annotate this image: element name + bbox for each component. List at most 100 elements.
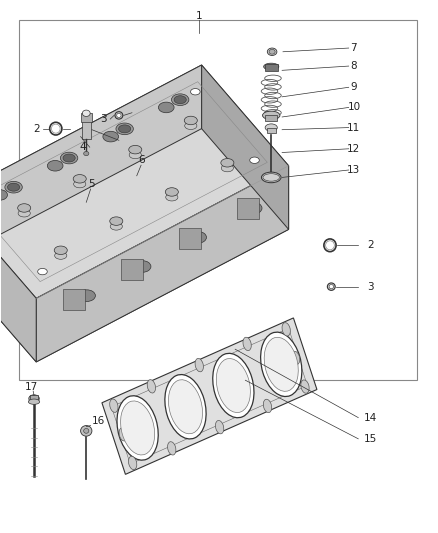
Text: 2: 2 [367,240,374,251]
Ellipse shape [60,152,78,164]
Ellipse shape [81,425,92,436]
Ellipse shape [28,399,40,405]
Ellipse shape [120,401,155,455]
Ellipse shape [244,203,262,214]
Ellipse shape [119,125,131,133]
Ellipse shape [82,110,90,116]
Ellipse shape [215,421,224,434]
Ellipse shape [165,375,206,439]
Ellipse shape [84,429,89,433]
Ellipse shape [18,204,31,212]
Ellipse shape [185,122,197,130]
Ellipse shape [18,209,30,217]
Ellipse shape [189,231,206,243]
Ellipse shape [191,88,200,95]
Ellipse shape [269,50,275,54]
Ellipse shape [73,175,86,183]
Text: 3: 3 [100,114,107,124]
Ellipse shape [329,285,333,289]
Ellipse shape [119,427,127,441]
Text: 4: 4 [80,142,87,152]
Ellipse shape [169,379,202,434]
Ellipse shape [78,290,95,302]
Ellipse shape [84,151,89,156]
Text: 6: 6 [139,155,145,165]
Ellipse shape [264,337,298,391]
Ellipse shape [74,180,86,188]
Ellipse shape [261,332,302,397]
Ellipse shape [7,183,20,191]
Ellipse shape [63,154,75,162]
Ellipse shape [261,172,281,183]
Bar [265,115,277,120]
Ellipse shape [174,96,186,104]
Ellipse shape [165,188,178,196]
Ellipse shape [38,269,47,275]
Ellipse shape [115,112,123,119]
Text: 7: 7 [350,43,357,53]
Ellipse shape [134,261,151,272]
Ellipse shape [129,151,141,159]
Ellipse shape [291,351,300,365]
Ellipse shape [159,102,174,113]
Bar [121,259,143,280]
Ellipse shape [265,124,277,131]
Ellipse shape [5,181,22,193]
Ellipse shape [116,123,133,135]
Text: 3: 3 [367,281,374,292]
Text: 16: 16 [92,416,105,426]
Text: 9: 9 [350,82,357,92]
Ellipse shape [195,358,203,372]
Ellipse shape [117,396,158,460]
Ellipse shape [110,399,118,413]
Bar [63,289,85,310]
Text: 1: 1 [196,11,203,21]
Ellipse shape [54,246,67,255]
Polygon shape [102,318,317,474]
Bar [265,64,278,71]
Ellipse shape [263,174,279,181]
Bar [81,114,92,122]
Ellipse shape [47,160,63,171]
Ellipse shape [55,252,67,259]
Ellipse shape [110,223,122,230]
Bar [237,198,259,219]
Text: 12: 12 [347,144,360,154]
Ellipse shape [221,164,233,172]
Ellipse shape [243,337,251,351]
Text: 2: 2 [33,124,39,134]
Ellipse shape [301,380,309,393]
Polygon shape [0,198,36,362]
Bar [179,228,201,249]
Ellipse shape [29,395,39,402]
Polygon shape [0,128,289,362]
Text: 8: 8 [350,61,357,71]
Ellipse shape [129,146,142,154]
Polygon shape [201,65,289,229]
Polygon shape [0,65,289,298]
Ellipse shape [103,131,119,142]
Ellipse shape [264,63,279,70]
Ellipse shape [282,322,290,336]
Ellipse shape [0,190,7,200]
Ellipse shape [262,111,280,119]
Text: 11: 11 [347,123,360,133]
Bar [82,119,91,139]
Ellipse shape [216,359,251,413]
Ellipse shape [147,379,155,393]
Ellipse shape [221,158,234,167]
Text: 17: 17 [25,382,39,392]
Ellipse shape [171,94,189,106]
Ellipse shape [128,456,137,470]
Bar [267,127,276,133]
Ellipse shape [267,48,277,55]
Ellipse shape [117,114,121,117]
Text: 13: 13 [347,165,360,175]
Ellipse shape [168,442,176,455]
Text: 14: 14 [364,413,377,423]
Text: 15: 15 [364,434,377,444]
Polygon shape [36,166,289,362]
Ellipse shape [250,157,259,164]
Polygon shape [0,65,201,261]
Ellipse shape [327,283,335,290]
